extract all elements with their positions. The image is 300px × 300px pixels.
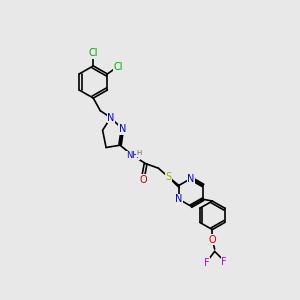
Text: N: N (107, 112, 114, 123)
Text: N: N (175, 194, 183, 204)
Text: O: O (140, 175, 147, 185)
Text: N: N (187, 173, 195, 184)
Text: H: H (136, 150, 141, 156)
Text: Cl: Cl (88, 48, 98, 58)
Text: NH: NH (127, 151, 139, 160)
Text: Cl: Cl (113, 62, 123, 72)
Text: O: O (208, 235, 216, 245)
Text: N: N (119, 124, 126, 134)
Text: S: S (166, 172, 172, 182)
Text: F: F (221, 257, 227, 267)
Text: F: F (204, 258, 209, 268)
